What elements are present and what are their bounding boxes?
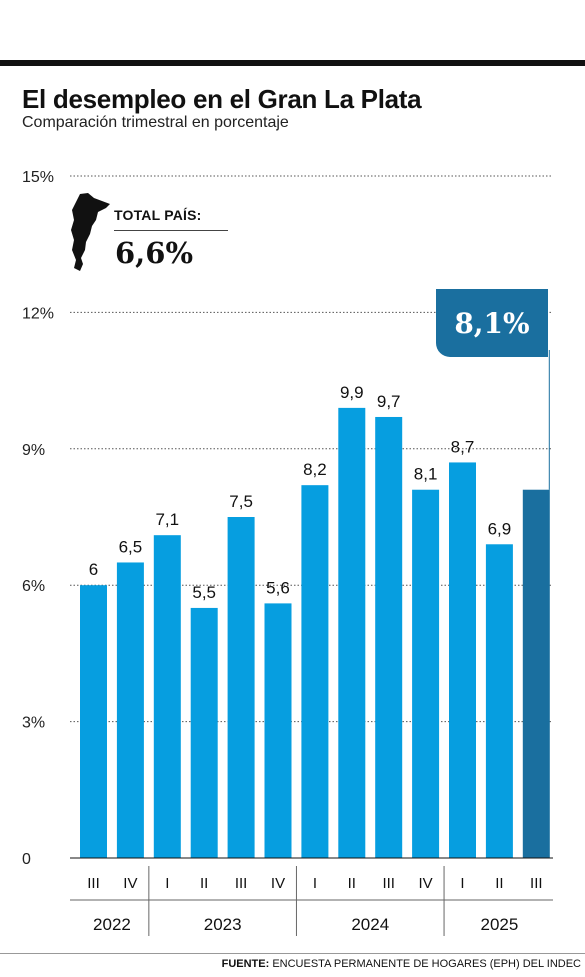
bar xyxy=(190,607,218,858)
y-tick-label: 12% xyxy=(22,305,54,322)
total-pais-label: TOTAL PAÍS: xyxy=(114,207,202,223)
bar-chart: 0 3% 6% 9% 12% 15% 6 6,5 7,1 5,5 7,5 5,6 8,2 9,9 9,7 8,… xyxy=(22,169,553,936)
chart-subtitle: Comparación trimestral en porcentaje xyxy=(22,114,289,131)
total-pais-value: 6,6% xyxy=(115,236,194,270)
y-tick-label: 0 xyxy=(22,851,31,868)
y-tick-label: 9% xyxy=(22,442,45,459)
bar-value-label: 6,9 xyxy=(488,519,512,538)
argentina-map-icon xyxy=(71,193,110,271)
bar xyxy=(227,517,255,858)
bar xyxy=(116,562,144,858)
y-tick-label: 15% xyxy=(22,169,54,186)
bar xyxy=(264,603,292,858)
quarter-label: IV xyxy=(123,875,137,892)
bar-value-label: 5,5 xyxy=(192,583,216,602)
footer-rule xyxy=(0,953,585,954)
bar-value-label: 8,2 xyxy=(303,460,327,479)
y-tick-label: 6% xyxy=(22,578,45,595)
bar-value-label: 9,7 xyxy=(377,392,401,411)
quarter-label: I xyxy=(460,875,464,892)
bar-value-label: 7,1 xyxy=(155,510,179,529)
bar-value-label: 6,5 xyxy=(119,537,143,556)
source-text: ENCUESTA PERMANENTE DE HOGARES (EPH) DEL… xyxy=(272,958,581,970)
quarter-label: III xyxy=(382,875,395,892)
source-prefix: FUENTE: xyxy=(221,958,270,970)
bar-value-label: 9,9 xyxy=(340,383,364,402)
quarter-label: II xyxy=(200,875,208,892)
bar xyxy=(80,585,107,858)
bar-value-label: 7,5 xyxy=(229,492,253,511)
quarter-label: III xyxy=(87,875,100,892)
bar xyxy=(153,535,181,858)
quarter-label: II xyxy=(495,875,503,892)
chart-title: El desempleo en el Gran La Plata xyxy=(22,84,422,114)
quarter-label: II xyxy=(348,875,356,892)
bar-value-label: 6 xyxy=(89,560,98,579)
quarter-label: III xyxy=(235,875,248,892)
top-rule xyxy=(0,60,585,66)
bar xyxy=(338,407,366,858)
highlight-value-box: 8,1% xyxy=(436,289,548,357)
source-note: FUENTE: ENCUESTA PERMANENTE DE HOGARES (… xyxy=(222,958,581,970)
bar xyxy=(449,462,476,858)
quarter-label: IV xyxy=(419,875,433,892)
year-label: 2024 xyxy=(351,915,389,934)
callout-divider xyxy=(114,230,228,231)
bar xyxy=(485,544,513,858)
year-label: 2025 xyxy=(480,915,518,934)
bar xyxy=(522,489,550,858)
year-label: 2022 xyxy=(93,915,131,934)
quarter-label: I xyxy=(165,875,169,892)
bar-value-label: 5,6 xyxy=(266,578,290,597)
bar xyxy=(375,416,403,858)
bar-value-label: 8,7 xyxy=(451,437,475,456)
quarter-label: III xyxy=(530,875,543,892)
year-label: 2023 xyxy=(204,915,242,934)
bar xyxy=(301,485,329,858)
bar xyxy=(412,489,440,858)
quarter-label: IV xyxy=(271,875,285,892)
y-tick-label: 3% xyxy=(22,715,45,732)
quarter-label: I xyxy=(313,875,317,892)
bar-value-label: 8,1 xyxy=(414,465,438,484)
